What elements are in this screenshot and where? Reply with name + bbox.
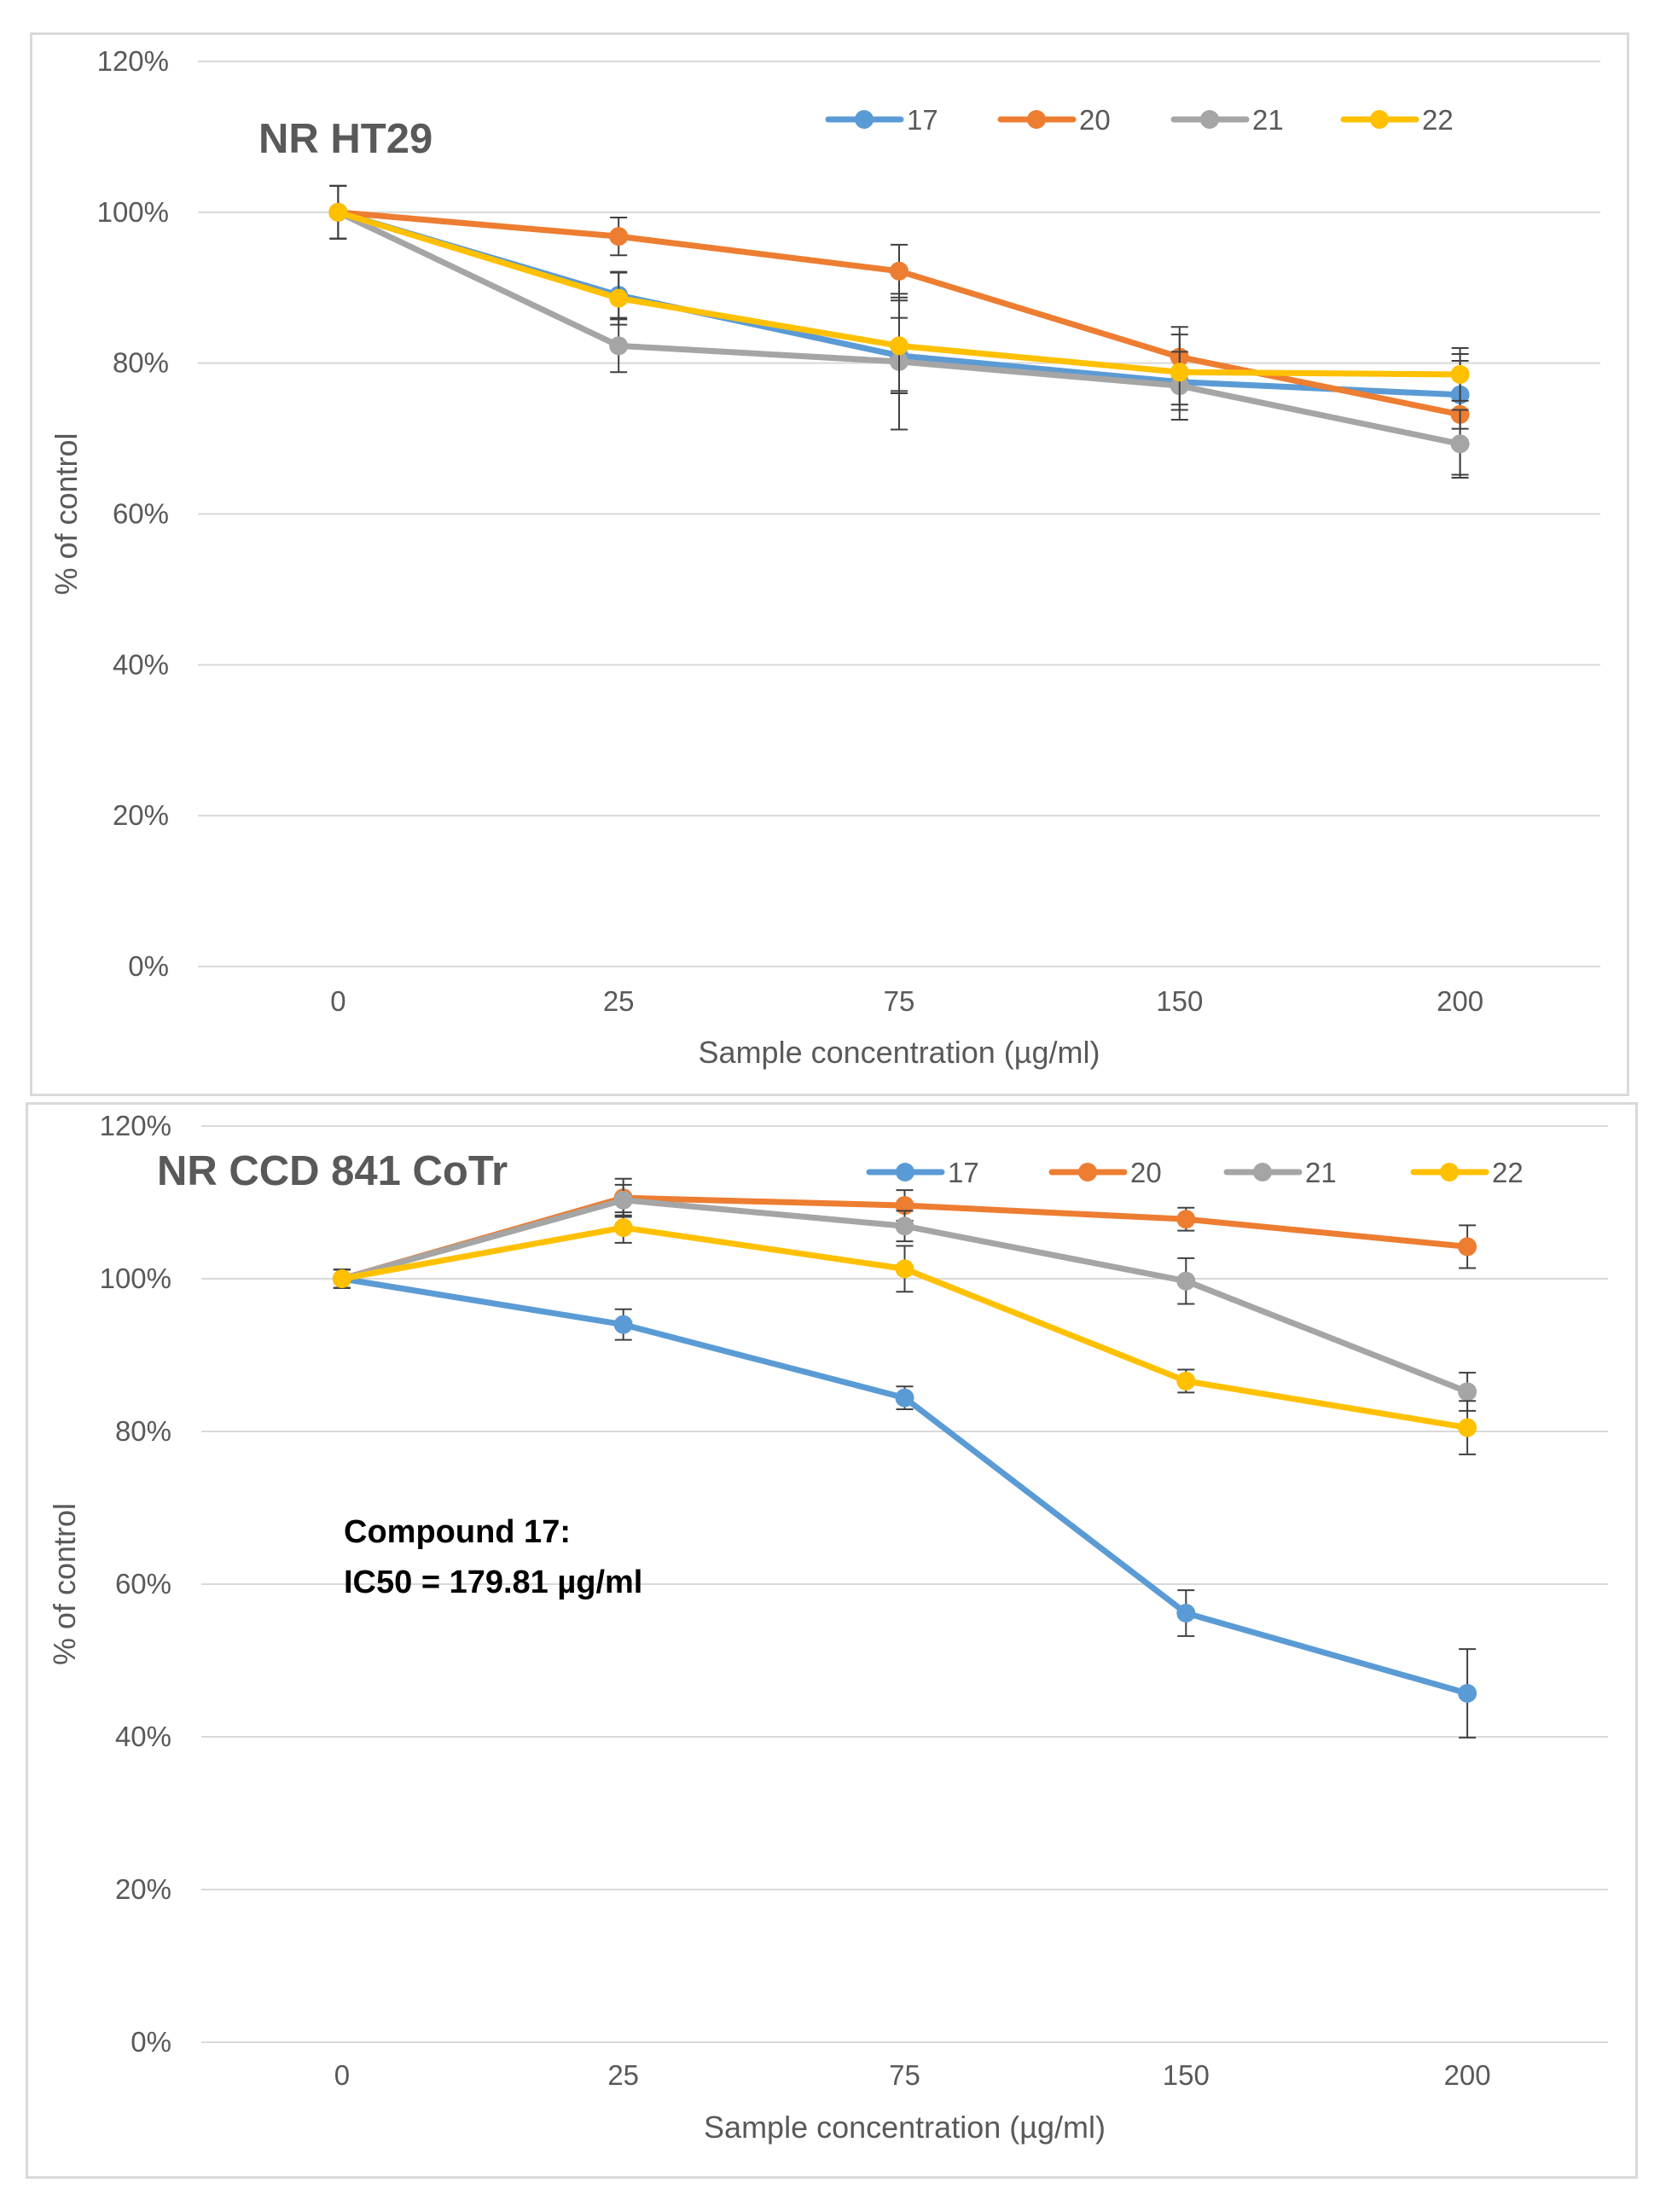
data-point-21 xyxy=(895,1216,914,1236)
annotation-line: IC50 = 179.81 µg/ml xyxy=(344,1565,642,1600)
line-chart-nr-ht29: 0% 20% 40% 60% 80% 100% 120% 0 25 75 150 200 Sample … xyxy=(49,45,1600,1070)
x-tick-label: 150 xyxy=(1163,2059,1210,2091)
data-point-20 xyxy=(609,227,629,247)
legend-label-22: 22 xyxy=(1492,1157,1524,1188)
chart-panel-nr-ccd-841-cotr: 0% 20% 40% 60% 80% 100% 120% 0 25 75 150 200 Sample … xyxy=(26,1102,1638,2179)
legend-label-17: 17 xyxy=(948,1157,979,1188)
legend: 17 20 21 22 xyxy=(866,1157,1524,1188)
x-axis-title: Sample concentration (µg/ml) xyxy=(704,2110,1106,2145)
legend: 17 20 21 22 xyxy=(825,104,1454,136)
data-point-20 xyxy=(890,261,908,281)
data-point-20 xyxy=(1176,1210,1196,1229)
legend-marker-21 xyxy=(1253,1163,1272,1181)
legend-marker-21 xyxy=(1200,110,1219,129)
x-axis-tick-labels: 0 25 75 150 200 xyxy=(330,985,1483,1017)
x-tick-label: 150 xyxy=(1156,985,1203,1017)
data-point-22 xyxy=(1170,363,1189,382)
legend-marker-20 xyxy=(1078,1163,1097,1181)
data-point-22 xyxy=(1458,1418,1477,1437)
y-tick-label: 100% xyxy=(97,196,169,228)
y-tick-label: 40% xyxy=(113,648,169,680)
legend-item-22: 22 xyxy=(1410,1157,1524,1188)
data-point-21 xyxy=(1450,434,1470,454)
x-tick-label: 200 xyxy=(1444,2059,1491,2091)
x-tick-label: 75 xyxy=(884,985,915,1017)
legend-label-17: 17 xyxy=(907,104,938,136)
chart-title: NR CCD 841 CoTr xyxy=(157,1148,508,1194)
series-17 xyxy=(332,1269,1477,1739)
annotation-line: Compound 17: xyxy=(344,1514,571,1550)
x-axis-tick-labels: 0 25 75 150 200 xyxy=(334,2059,1491,2091)
y-tick-label: 20% xyxy=(115,1873,171,1905)
y-tick-label: 0% xyxy=(128,950,169,982)
legend-marker-17 xyxy=(896,1163,914,1181)
x-axis-title: Sample concentration (µg/ml) xyxy=(699,1035,1100,1070)
data-point-22 xyxy=(890,336,908,356)
legend-label-21: 21 xyxy=(1305,1157,1337,1188)
x-tick-label: 25 xyxy=(603,985,635,1017)
legend-item-21: 21 xyxy=(1223,1157,1337,1188)
y-tick-label: 100% xyxy=(100,1263,171,1294)
series-line-17 xyxy=(339,1275,1471,1697)
y-axis-tick-labels: 0% 20% 40% 60% 80% 100% 120% xyxy=(97,45,169,982)
x-tick-label: 0 xyxy=(334,2059,350,2091)
legend-marker-17 xyxy=(855,110,874,129)
x-tick-label: 75 xyxy=(889,2059,920,2091)
series-22 xyxy=(332,1211,1477,1455)
data-point-22 xyxy=(328,202,348,222)
legend-label-21: 21 xyxy=(1252,104,1284,136)
series-22 xyxy=(328,184,1470,411)
y-axis-tick-labels: 0% 20% 40% 60% 80% 100% 120% xyxy=(100,1110,171,2058)
y-tick-label: 20% xyxy=(113,799,169,831)
legend-item-21: 21 xyxy=(1170,104,1284,136)
legend-marker-22 xyxy=(1370,110,1389,129)
series-21 xyxy=(332,1183,1477,1412)
data-point-17 xyxy=(1176,1604,1196,1623)
gridlines xyxy=(201,1125,1608,2043)
x-tick-label: 25 xyxy=(607,2059,639,2091)
data-point-22 xyxy=(895,1259,914,1279)
legend-item-17: 17 xyxy=(866,1157,979,1188)
gridlines xyxy=(198,61,1600,967)
x-tick-label: 0 xyxy=(330,985,345,1017)
chart-panel-nr-ht29: 0% 20% 40% 60% 80% 100% 120% 0 25 75 150 200 Sample … xyxy=(30,32,1629,1096)
y-tick-label: 40% xyxy=(115,1721,171,1752)
data-point-21 xyxy=(609,336,629,356)
data-point-20 xyxy=(1458,1237,1477,1257)
legend-item-20: 20 xyxy=(997,104,1111,136)
y-tick-label: 0% xyxy=(131,2026,171,2058)
data-point-17 xyxy=(613,1315,633,1334)
legend-item-17: 17 xyxy=(825,104,938,136)
annotation-ic50: Compound 17: IC50 = 179.81 µg/ml xyxy=(344,1514,642,1600)
chart-title: NR HT29 xyxy=(258,116,432,162)
legend-label-22: 22 xyxy=(1422,104,1454,136)
y-tick-label: 120% xyxy=(97,45,169,77)
legend-marker-20 xyxy=(1027,110,1046,129)
data-point-17 xyxy=(895,1388,914,1408)
data-point-21 xyxy=(1176,1271,1196,1291)
data-point-22 xyxy=(1176,1371,1196,1390)
y-axis-title: % of control xyxy=(47,1503,82,1665)
y-axis-title: % of control xyxy=(49,433,84,595)
y-tick-label: 80% xyxy=(113,347,169,379)
data-point-22 xyxy=(613,1218,633,1238)
legend-label-20: 20 xyxy=(1130,1157,1162,1188)
y-tick-label: 60% xyxy=(115,1568,171,1599)
y-tick-label: 120% xyxy=(100,1110,171,1141)
data-point-22 xyxy=(332,1269,351,1288)
data-point-21 xyxy=(613,1190,633,1210)
line-chart-nr-ccd-841-cotr: 0% 20% 40% 60% 80% 100% 120% 0 25 75 150 200 Sample … xyxy=(47,1110,1608,2145)
legend-marker-22 xyxy=(1440,1163,1459,1181)
legend-item-20: 20 xyxy=(1048,1157,1162,1188)
data-point-17 xyxy=(1458,1683,1477,1703)
y-tick-label: 80% xyxy=(115,1415,171,1447)
data-point-21 xyxy=(1458,1382,1477,1402)
legend-label-20: 20 xyxy=(1079,104,1111,136)
data-point-22 xyxy=(609,288,629,308)
y-tick-label: 60% xyxy=(113,498,169,530)
legend-item-22: 22 xyxy=(1340,104,1454,136)
data-point-22 xyxy=(1450,364,1470,384)
x-tick-label: 200 xyxy=(1437,985,1483,1017)
